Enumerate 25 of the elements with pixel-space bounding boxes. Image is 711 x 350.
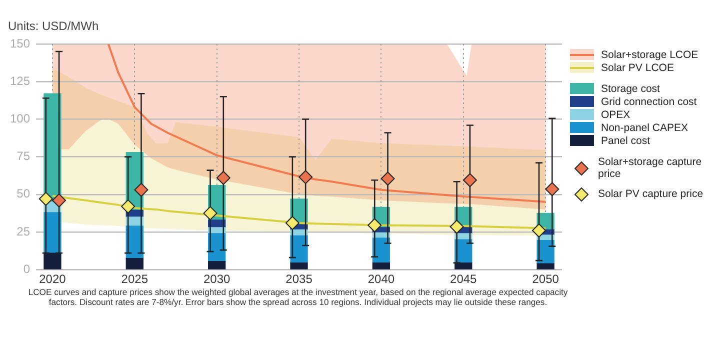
text: LCOE curves and capture prices show the weighted global averages at the investment year, based on the regional average expected capacity factors. Discount rates are 7-8%/yr. Error bars show the spread across 10 regions. Individual projects may lie outside these ranges. (28, 287, 568, 308)
legend-label: OPEX (601, 108, 630, 120)
x-tick-label: 2050 (532, 272, 560, 286)
legend-label: Solar+storage capture price (598, 156, 703, 180)
y-tick-label: 25 (16, 224, 30, 238)
y-tick-label: 75 (16, 149, 30, 164)
y-tick-label: 150 (10, 36, 30, 50)
legend-label: Non-panel CAPEX (601, 122, 688, 134)
y-tick-label: 125 (10, 74, 30, 88)
legend-label: Solar PV capture price (598, 188, 704, 200)
x-tick-label: 2040 (368, 272, 395, 286)
legend-label: Storage cost (601, 82, 660, 94)
y-axis-title: Units: USD/MWh (8, 19, 99, 33)
legend-label: Panel cost (601, 134, 650, 146)
x-tick-label: 2025 (121, 272, 148, 286)
x-tick-label: 2035 (286, 272, 313, 286)
legend-label: Grid connection cost (601, 96, 697, 108)
x-tick-label: 2045 (450, 272, 478, 286)
legend-label: Solar PV LCOE (601, 62, 674, 74)
x-tick-label: 2020 (39, 272, 66, 286)
y-tick-label: 50 (16, 186, 30, 201)
x-tick-label: 2030 (203, 272, 230, 286)
y-tick-label: 0 (23, 262, 30, 276)
legend-label: Solar+storage LCOE (601, 48, 698, 60)
y-tick-label: 100 (10, 112, 30, 126)
